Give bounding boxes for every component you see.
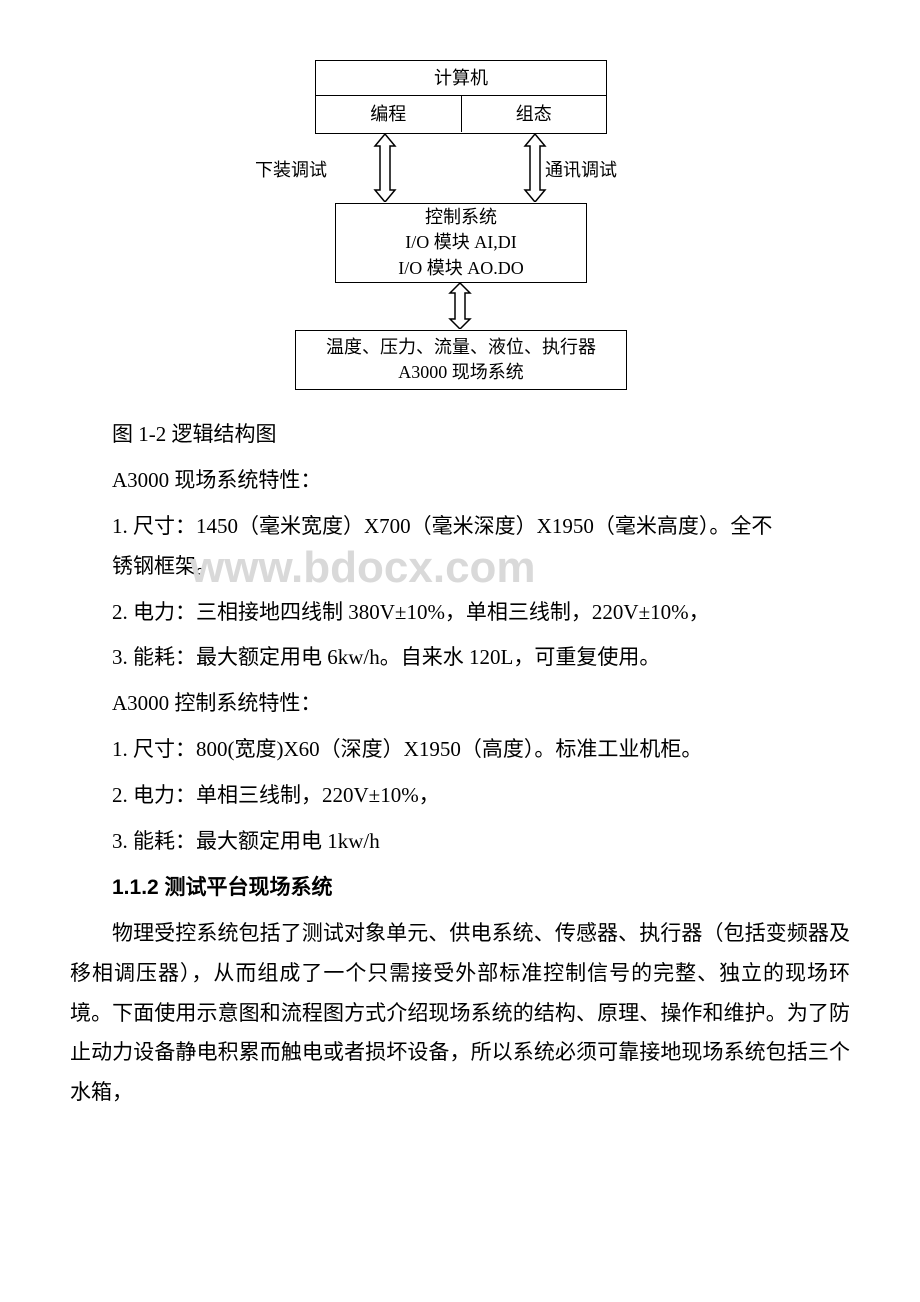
- diagram-cell-programming: 编程: [316, 96, 462, 132]
- diagram-box-control-system: 控制系统 I/O 模块 AI,DI I/O 模块 AO.DO: [335, 203, 587, 283]
- diagram-arrow-bottom: [445, 283, 475, 329]
- diagram-mid-line3: I/O 模块 AO.DO: [398, 256, 524, 281]
- diagram-cell-config: 组态: [462, 96, 607, 132]
- diagram-label-comm-debug: 通讯调试: [545, 156, 617, 182]
- diagram-box-field-system: 温度、压力、流量、液位、执行器 A3000 现场系统: [295, 330, 627, 390]
- diagram-label-download-debug: 下装调试: [255, 156, 327, 182]
- diagram-bot-line1: 温度、压力、流量、液位、执行器: [326, 335, 596, 360]
- diagram-mid-line2: I/O 模块 AI,DI: [405, 230, 516, 255]
- body-paragraph: 物理受控系统包括了测试对象单元、供电系统、传感器、执行器（包括变频器及移相调压器…: [70, 914, 850, 1113]
- diagram-arrow-left: [370, 134, 400, 202]
- diagram-computer-title: 计算机: [316, 61, 606, 96]
- control-system-title: A3000 控制系统特性：: [70, 684, 850, 724]
- diagram-container: 计算机 编程 组态 下装调试 通讯调试 控制系统 I/O 模块 AI,DI I/…: [70, 60, 850, 395]
- field-system-title: A3000 现场系统特性：: [70, 461, 850, 501]
- diagram-arrow-right: [520, 134, 550, 202]
- diagram-bot-line2: A3000 现场系统: [398, 360, 524, 385]
- diagram-box-computer: 计算机 编程 组态: [315, 60, 607, 134]
- control-spec-1: 1. 尺寸：800(宽度)X60（深度）X1950（高度）。标准工业机柜。: [70, 730, 850, 770]
- figure-caption: 图 1-2 逻辑结构图: [70, 415, 850, 455]
- field-spec-1a: 1. 尺寸：1450（毫米宽度）X700（毫米深度）X1950（毫米高度）。全不: [70, 507, 850, 547]
- field-spec-2: 2. 电力：三相接地四线制 380V±10%，单相三线制，220V±10%，: [70, 593, 850, 633]
- logic-structure-diagram: 计算机 编程 组态 下装调试 通讯调试 控制系统 I/O 模块 AI,DI I/…: [275, 60, 645, 390]
- control-spec-3: 3. 能耗：最大额定用电 1kw/h: [70, 822, 850, 862]
- field-spec-1b: 锈钢框架。: [70, 547, 850, 587]
- diagram-computer-row: 编程 组态: [316, 96, 606, 132]
- section-heading: 1.1.2 测试平台现场系统: [70, 868, 850, 908]
- document-page: 计算机 编程 组态 下装调试 通讯调试 控制系统 I/O 模块 AI,DI I/…: [0, 0, 920, 1179]
- control-spec-2: 2. 电力：单相三线制，220V±10%，: [70, 776, 850, 816]
- field-spec-3: 3. 能耗：最大额定用电 6kw/h。自来水 120L，可重复使用。: [70, 638, 850, 678]
- diagram-mid-line1: 控制系统: [425, 205, 497, 230]
- watermark-region: www.bdocx.com 1. 尺寸：1450（毫米宽度）X700（毫米深度）…: [70, 507, 850, 587]
